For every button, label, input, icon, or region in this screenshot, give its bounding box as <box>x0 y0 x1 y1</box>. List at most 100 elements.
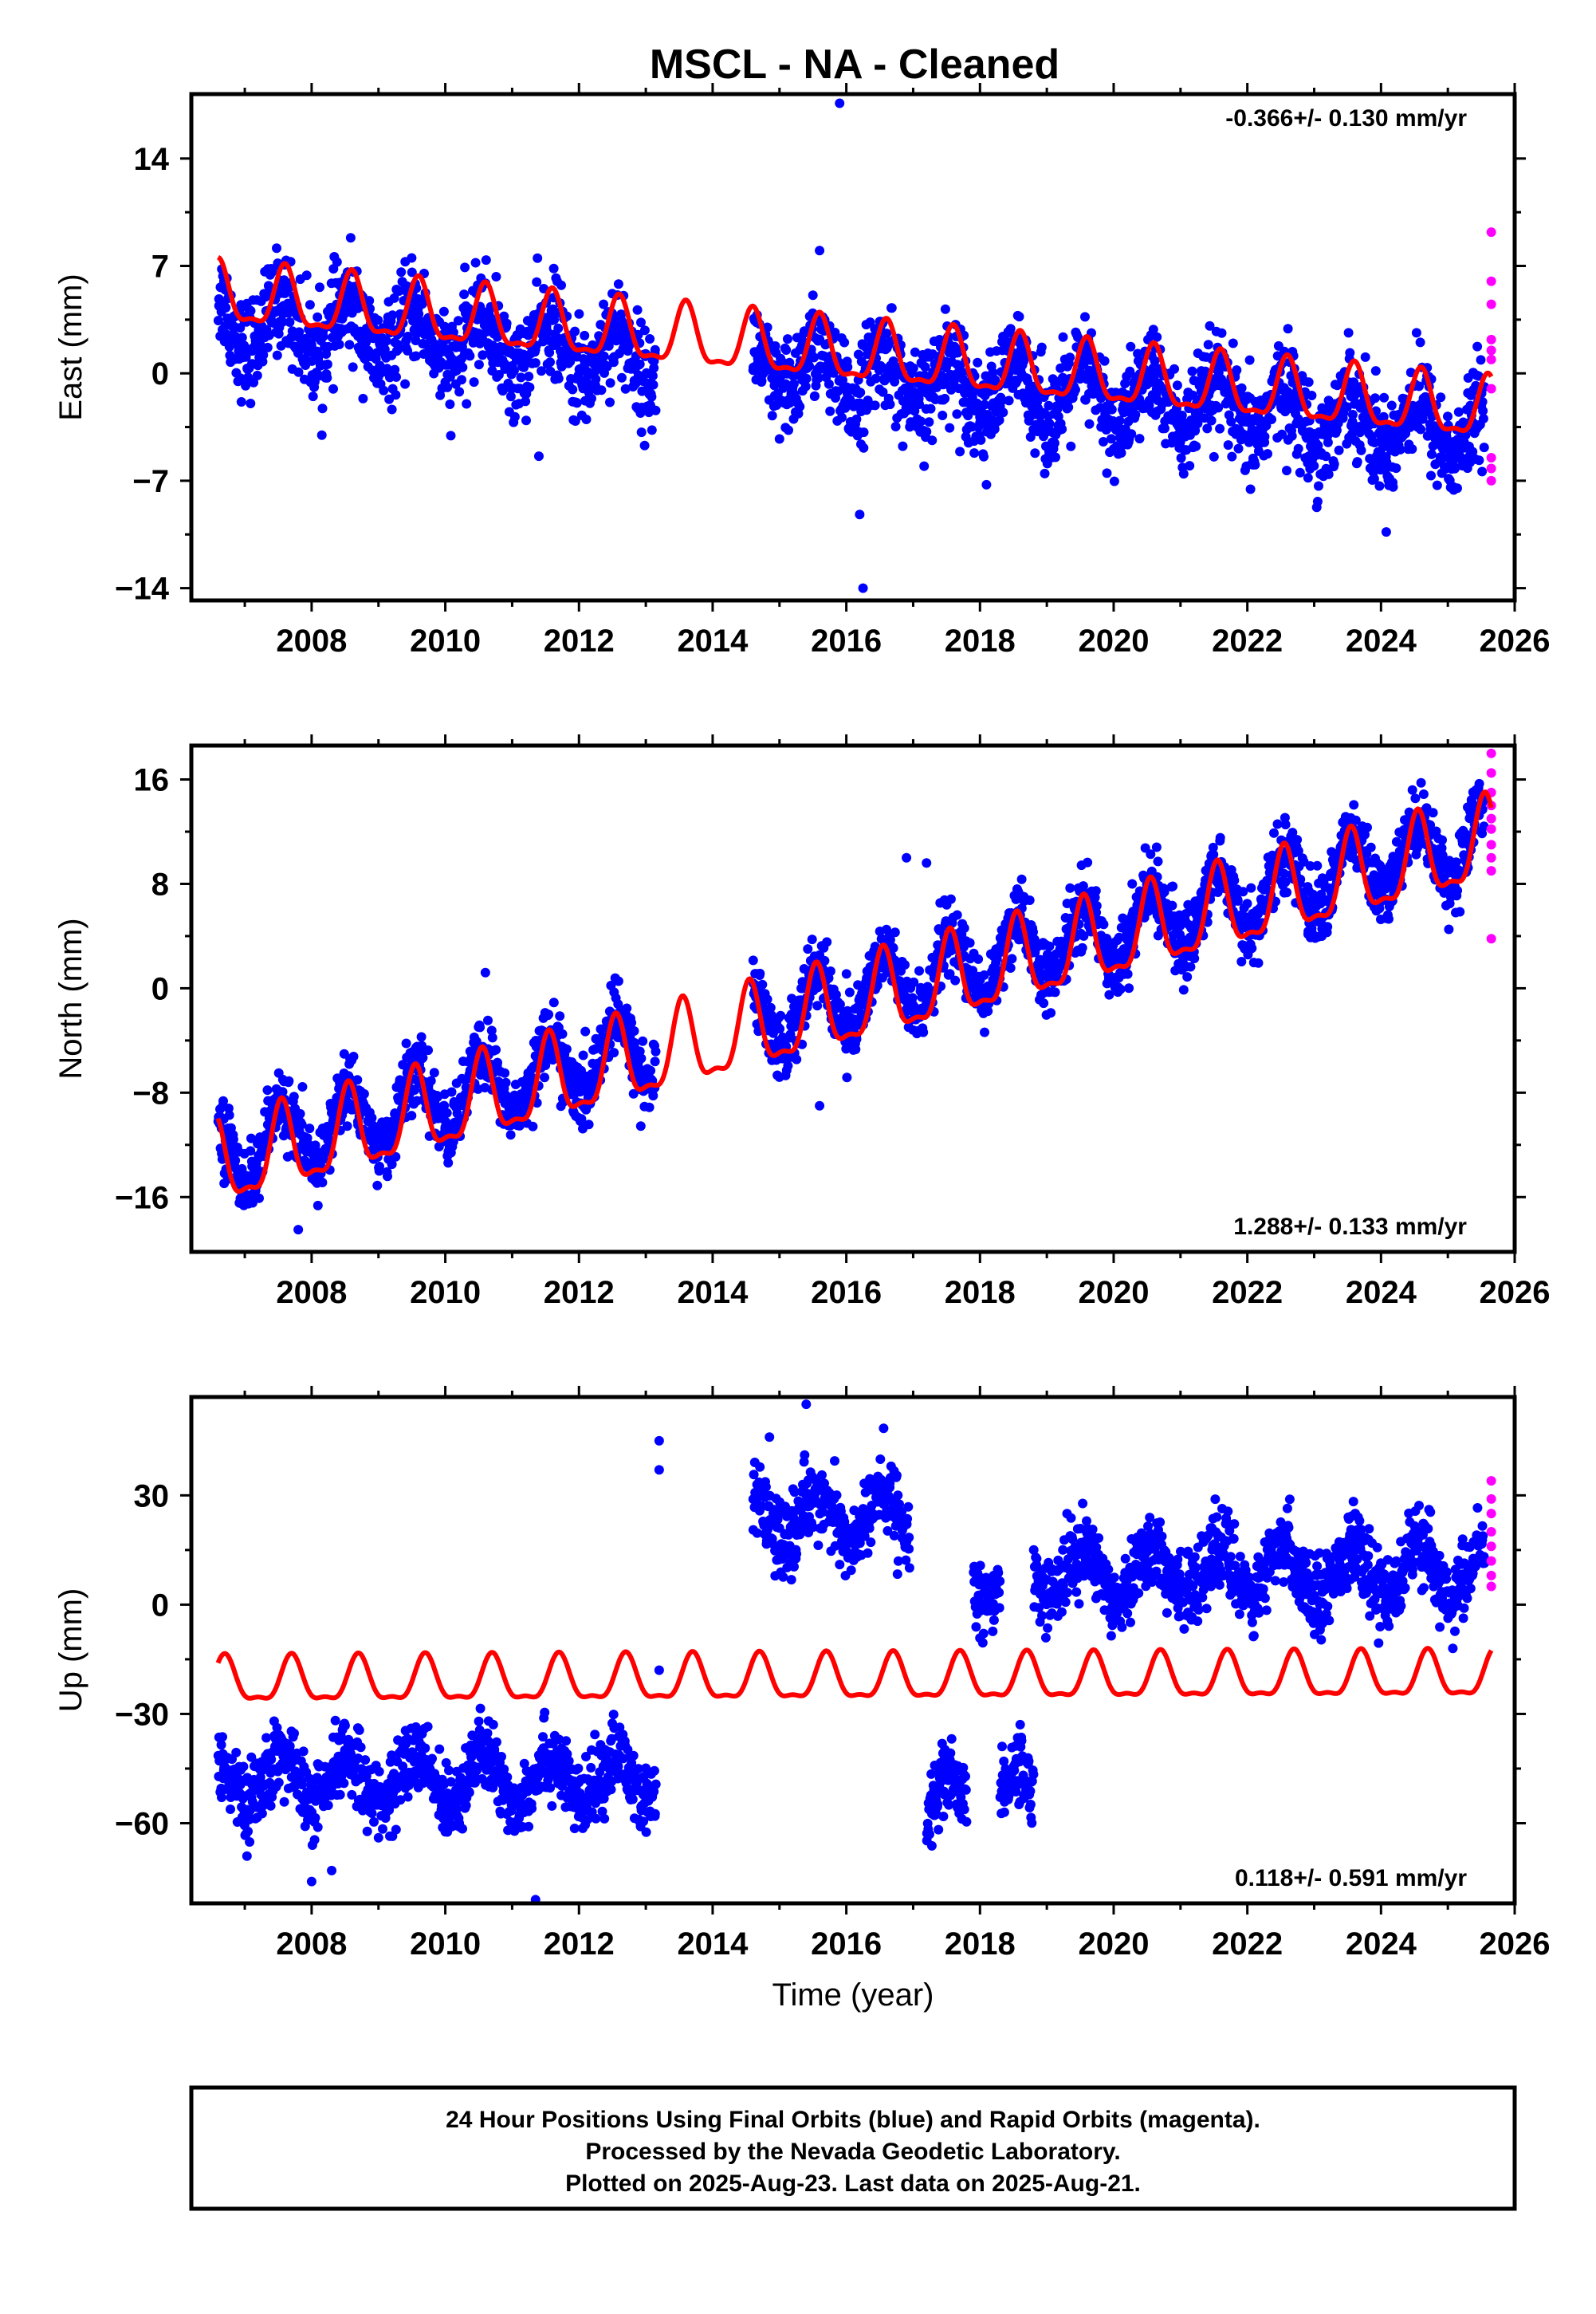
data-point <box>1323 437 1333 447</box>
data-point <box>839 337 850 348</box>
data-point <box>367 1112 377 1123</box>
data-point <box>1312 497 1323 506</box>
data-point <box>478 350 488 360</box>
data-point <box>591 374 601 384</box>
data-point <box>487 1033 497 1043</box>
data-point <box>748 955 758 966</box>
data-point <box>1073 333 1083 342</box>
data-point <box>544 348 555 358</box>
data-point <box>979 451 989 462</box>
data-point <box>815 246 825 256</box>
data-point <box>988 368 998 378</box>
data-point <box>1345 348 1355 358</box>
data-point <box>1084 419 1095 429</box>
data-point <box>651 405 661 415</box>
data-point <box>532 277 542 287</box>
data-point <box>383 1171 392 1182</box>
data-point <box>755 968 765 978</box>
data-point <box>348 1052 359 1061</box>
data-point <box>1370 393 1380 403</box>
y-tick-label: 7 <box>151 250 169 285</box>
data-point <box>613 976 623 986</box>
data-point <box>1374 458 1385 468</box>
data-point <box>530 358 541 368</box>
data-point <box>989 424 1000 435</box>
data-point <box>459 289 470 300</box>
data-point <box>587 393 596 403</box>
data-point <box>407 253 417 263</box>
data-point <box>635 359 645 369</box>
data-point <box>1051 452 1060 462</box>
data-point <box>1005 963 1016 973</box>
data-point <box>1044 400 1054 411</box>
data-point <box>627 1017 637 1028</box>
data-point <box>1246 883 1256 893</box>
data-point <box>228 1134 238 1144</box>
data-point <box>352 1075 363 1085</box>
data-point <box>910 347 920 357</box>
data-point <box>910 406 920 416</box>
data-point <box>1370 366 1381 376</box>
data-point <box>646 1065 656 1076</box>
x-tick-label: 2016 <box>811 624 882 659</box>
data-point <box>460 262 470 273</box>
data-point <box>548 263 559 274</box>
data-point <box>767 411 777 421</box>
data-point <box>1063 402 1074 412</box>
data-point <box>651 1046 661 1057</box>
data-point <box>580 1026 591 1037</box>
data-point <box>1293 443 1303 454</box>
data-point <box>855 388 866 398</box>
data-point <box>1229 876 1240 886</box>
data-point <box>1287 431 1297 441</box>
rapid-point <box>1486 354 1496 364</box>
data-point <box>639 325 650 336</box>
data-point <box>859 443 869 453</box>
data-point <box>1360 352 1370 362</box>
data-point <box>1223 440 1233 451</box>
data-point <box>439 1100 450 1111</box>
data-point <box>963 411 973 421</box>
data-point <box>1120 379 1130 388</box>
data-point <box>1185 461 1195 471</box>
data-point <box>516 372 526 383</box>
data-point <box>813 372 824 383</box>
data-point <box>396 267 407 277</box>
x-tick-label: 2012 <box>544 624 615 659</box>
data-point <box>1007 954 1017 964</box>
data-point <box>1226 416 1236 427</box>
data-point <box>1436 392 1446 403</box>
data-point <box>1080 312 1090 322</box>
data-point <box>358 393 368 403</box>
data-point <box>616 309 627 320</box>
data-point <box>934 335 945 344</box>
data-point <box>1206 415 1217 426</box>
data-point <box>1236 383 1247 393</box>
data-point <box>1114 415 1125 426</box>
data-point <box>776 1010 786 1021</box>
model-line <box>217 254 1494 434</box>
data-point <box>442 382 453 392</box>
data-point <box>1381 527 1391 537</box>
data-point <box>650 344 660 355</box>
data-point <box>1253 958 1264 968</box>
data-point <box>1091 886 1101 896</box>
data-point <box>580 330 590 340</box>
data-point <box>246 1133 256 1143</box>
data-point <box>570 326 580 336</box>
data-point <box>539 284 549 293</box>
data-point <box>429 1068 439 1078</box>
data-point <box>878 387 888 397</box>
data-point <box>795 401 805 411</box>
data-point <box>1115 984 1126 994</box>
data-point <box>800 381 811 392</box>
data-point <box>305 300 315 310</box>
data-point <box>1356 445 1366 455</box>
data-point <box>262 1085 273 1096</box>
data-point <box>393 344 403 355</box>
data-point <box>1228 338 1238 348</box>
data-point <box>246 1146 256 1156</box>
data-point <box>924 417 934 427</box>
data-point <box>1343 328 1354 338</box>
data-point <box>446 431 456 441</box>
